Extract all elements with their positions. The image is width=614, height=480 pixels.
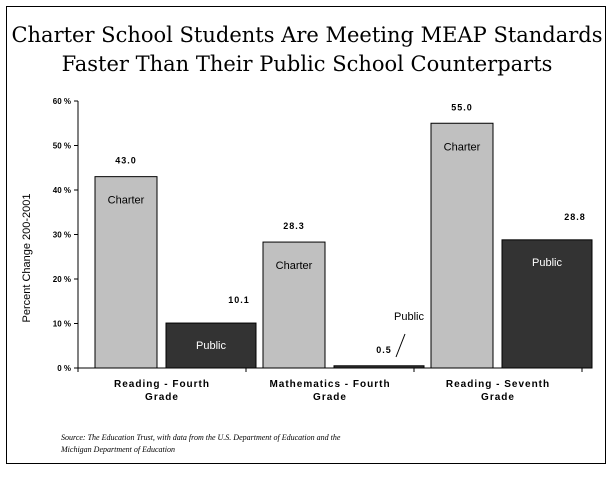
bar-public-0 bbox=[165, 322, 257, 369]
y-tick-label-5: 50 % bbox=[53, 142, 71, 151]
bar-label-public-1: Public bbox=[394, 311, 424, 323]
category-label-2-line-2: Grade bbox=[481, 392, 515, 403]
chart-title-line-1: Charter School Students Are Meeting MEAP… bbox=[11, 23, 603, 47]
bar-charter-2 bbox=[430, 122, 494, 369]
category-label-0-line-1: Reading - Fourth bbox=[114, 379, 210, 390]
bar-label-public-2: Public bbox=[532, 257, 562, 269]
y-tick-label-6: 60 % bbox=[53, 97, 71, 106]
bar-charter-1 bbox=[262, 241, 326, 369]
data-label-public-2: 28.8 bbox=[564, 212, 586, 222]
chart-title: Charter School Students Are Meeting MEAP… bbox=[7, 21, 607, 79]
bar-label-charter-0: Charter bbox=[108, 195, 145, 207]
bar-charter-0 bbox=[94, 176, 158, 369]
data-label-charter-2: 55.0 bbox=[451, 102, 473, 112]
y-tick-label-2: 20 % bbox=[53, 275, 71, 284]
category-label-1-line-1: Mathematics - Fourth bbox=[269, 379, 390, 390]
bar-label-charter-1: Charter bbox=[276, 260, 313, 272]
source-note-line-1: Source: The Education Trust, with data f… bbox=[61, 433, 341, 442]
bar-public-2 bbox=[501, 239, 593, 369]
y-tick-label-4: 40 % bbox=[53, 186, 71, 195]
data-label-charter-0: 43.0 bbox=[115, 156, 137, 166]
source-note: Source: The Education Trust, with data f… bbox=[61, 432, 561, 456]
y-tick-label-0: 0 % bbox=[57, 364, 71, 373]
public-leader-line-1 bbox=[395, 333, 406, 358]
category-label-0-line-2: Grade bbox=[145, 392, 179, 403]
source-note-line-2: Michigan Department of Education bbox=[61, 445, 175, 454]
data-label-public-1: 0.5 bbox=[376, 345, 392, 355]
category-label-2-line-1: Reading - Seventh bbox=[446, 379, 550, 390]
category-label-1-line-2: Grade bbox=[313, 392, 347, 403]
bar-label-charter-2: Charter bbox=[444, 141, 481, 153]
y-axis-label: Percent Change 200-2001 bbox=[21, 193, 33, 322]
bar-label-public-0: Public bbox=[196, 340, 226, 352]
data-label-public-0: 10.1 bbox=[228, 295, 250, 305]
y-tick-label-1: 10 % bbox=[53, 320, 71, 329]
data-label-charter-1: 28.3 bbox=[283, 221, 305, 231]
chart-title-line-2: Faster Than Their Public School Counterp… bbox=[61, 52, 553, 76]
bar-public-1 bbox=[333, 365, 425, 369]
y-tick-label-3: 30 % bbox=[53, 231, 71, 240]
